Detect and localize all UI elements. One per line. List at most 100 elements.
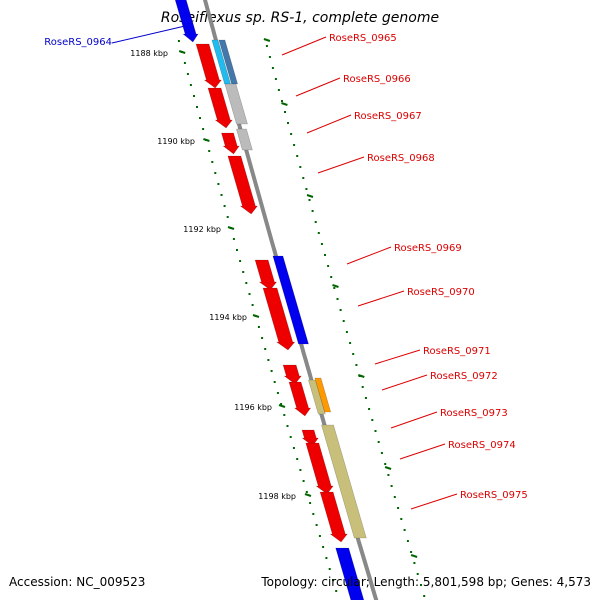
scale-dot [242,271,245,273]
leader-line [374,349,421,365]
scale-dot [211,161,214,163]
scale-dot [406,540,409,542]
scale-dot [186,73,189,75]
scale-dot [281,100,283,102]
scale-dot [368,408,371,410]
accession-text: Accession: NC_009523 [9,575,146,589]
gene-RoseRS_0972 [288,381,312,417]
scale-dot [268,56,271,58]
map-title: Roseiflexus sp. RS-1, complete genome [161,10,439,26]
scale-dot [305,491,308,493]
gene-RoseRS_0969 [254,259,278,291]
gene-RoseRS_0973 [301,429,319,447]
scale-dot [410,551,413,553]
gene-label-RoseRS_0975[interactable]: RoseRS_0975 [460,490,528,501]
scale-dot [309,502,312,504]
major-tick [410,554,418,558]
gene-track [174,0,367,600]
scale-dot [293,144,296,146]
major-tick [304,493,312,497]
scale-dot [239,260,242,262]
gene-RoseRS_0966 [207,87,233,129]
gene-RoseRS_0964 [174,0,199,43]
gene-RoseRS_0968 [227,155,259,215]
scale-dot [308,199,311,201]
scale-dot [177,40,180,42]
major-tick [281,102,288,106]
scale-dot [271,67,274,69]
scale-dot [314,221,317,223]
gene-label-RoseRS_0972[interactable]: RoseRS_0972 [430,371,498,382]
gene-RoseRS_0975 [319,491,348,543]
scale-dot [416,573,419,575]
scale-dot [270,370,273,372]
leader-line [390,411,438,429]
kbp-label: 1194 kbp [209,313,247,322]
gene-label-RoseRS_0974[interactable]: RoseRS_0974 [448,440,516,451]
scale-dot [280,403,283,405]
scale-dot [305,188,308,190]
scale-dot [217,183,220,185]
scale-dot [393,496,396,498]
gene-RoseRS_0974 [305,442,334,495]
gene-label-RoseRS_0964[interactable]: RoseRS_0964 [44,37,112,48]
major-tick [384,466,392,470]
gene-label-RoseRS_0970[interactable]: RoseRS_0970 [407,287,475,298]
scale-dot [232,238,235,240]
scale-dot [276,392,279,394]
gene-label-RoseRS_0965[interactable]: RoseRS_0965 [329,33,397,44]
scale-dot [226,216,229,218]
scale-dot [364,397,367,399]
scale-dot [317,232,320,234]
scale-dot [257,326,260,328]
scale-ticks [177,38,426,597]
leader-line [295,77,341,97]
scale-dot [220,194,223,196]
scale-dot [322,546,325,548]
leader-line [410,493,458,510]
scale-dot [345,331,348,333]
scale-dot [384,463,387,465]
scale-dot [290,133,293,135]
scale-dot [355,364,358,366]
scale-dot [214,172,217,174]
scale-dot [299,166,302,168]
cog-box [308,379,326,415]
scale-dot [420,584,422,586]
gene-labels: RoseRS_0964 RoseRS_0965 RoseRS_0966 Rose… [44,33,527,501]
scale-dot [352,353,355,355]
scale-dot [335,590,338,592]
major-tick [227,226,235,230]
gene-label-RoseRS_0969[interactable]: RoseRS_0969 [394,243,462,254]
scale-dot [299,469,302,471]
gene-label-RoseRS_0971[interactable]: RoseRS_0971 [423,346,491,357]
major-tick [178,50,186,54]
scale-dot [193,95,195,97]
scale-dot [423,595,426,597]
gene-RoseRS_0967 [221,132,240,155]
gene-label-RoseRS_0966[interactable]: RoseRS_0966 [343,74,411,85]
label-leaders [111,25,458,510]
scale-dot [183,62,186,64]
scale-dot [292,447,295,449]
scale-dot [202,128,205,130]
scale-dot [283,414,286,416]
scale-dot [311,210,314,212]
scale-dot [273,381,276,383]
gene-label-RoseRS_0973[interactable]: RoseRS_0973 [440,408,508,419]
scale-dot [377,441,380,443]
leader-line [399,443,446,460]
scale-dot [333,287,336,289]
scale-dot [284,111,286,113]
leader-line [306,114,352,134]
scale-dot [332,579,334,581]
scale-dot [324,254,326,256]
scale-dot [296,458,299,460]
scale-dot [245,282,248,284]
gene-label-RoseRS_0967[interactable]: RoseRS_0967 [354,111,422,122]
scale-dot [287,122,289,124]
leader-line [381,374,428,391]
leader-line [357,290,405,307]
gene-label-RoseRS_0968[interactable]: RoseRS_0968 [367,153,435,164]
kbp-label: 1192 kbp [183,225,221,234]
